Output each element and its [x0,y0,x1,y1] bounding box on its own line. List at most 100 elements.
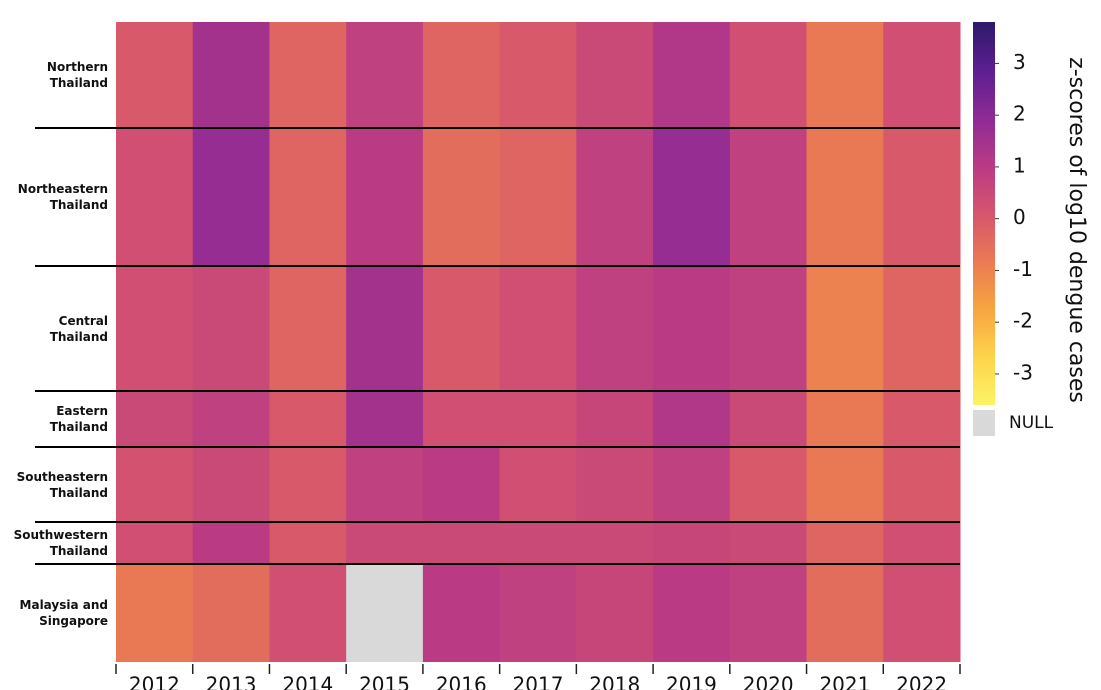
cell [499,22,577,128]
x-tick-label: 2018 [589,673,640,690]
cell [576,266,654,391]
cell [346,447,424,522]
cell [116,128,194,266]
cell [806,22,884,128]
cell [116,22,194,128]
cell [269,564,347,662]
row-label: Southeastern Thailand [16,469,108,500]
cell [192,22,270,128]
cell [116,391,194,447]
x-tick-label: 2013 [206,673,257,690]
cell [576,22,654,128]
x-tick-label: 2015 [359,673,410,690]
cell [653,447,731,522]
cell [346,391,424,447]
null-swatch [973,410,995,436]
cell [499,522,577,564]
row-label: Northern Thailand [46,60,108,90]
cell [883,266,961,391]
colorbar-tick-label: 2 [1013,102,1026,126]
cell [883,564,961,662]
cell [192,447,270,522]
cell [192,564,270,662]
cell [729,128,808,266]
cell [269,447,347,522]
x-tick-label: 2016 [436,673,487,690]
cell [499,564,577,662]
colorbar-tick-label: 1 [1013,153,1026,177]
cell [422,266,501,391]
x-tick-label: 2022 [896,673,947,690]
cell [883,22,961,128]
cell [653,522,731,564]
row-label: Central Thailand [49,313,108,344]
colorbar-tick-label: 0 [1013,205,1026,229]
cell [576,564,654,662]
cell [422,447,501,522]
cell [422,391,501,447]
row-label: Northeastern Thailand [17,182,108,212]
row-label: Eastern Thailand [49,404,108,434]
cell [653,564,731,662]
cell [499,447,577,522]
cell [499,391,577,447]
cell [499,128,577,266]
cell [192,522,270,564]
x-tick-label: 2012 [129,673,180,690]
colorbar-tick-label: -1 [1013,257,1033,281]
cell [422,564,501,662]
cell [346,22,424,128]
cell [653,22,731,128]
colorbar-tick-label: -2 [1013,309,1033,333]
cell [653,391,731,447]
cell [806,266,884,391]
cell [806,447,884,522]
cell [576,522,654,564]
cell [806,522,884,564]
cell [422,22,501,128]
cell [806,391,884,447]
row-label: Malaysia and Singapore [19,598,108,628]
cell [729,266,808,391]
cell [806,128,884,266]
cell [883,128,961,266]
row-label: Southwestern Thailand [13,528,108,558]
cell [116,447,194,522]
cell [729,564,808,662]
cell [729,447,808,522]
cell [346,128,424,266]
null-cell [346,564,424,662]
cell [116,564,194,662]
cell [269,22,347,128]
cell [192,266,270,391]
cell [346,522,424,564]
null-label: NULL [1009,413,1054,433]
cell [422,128,501,266]
colorbar-tick-label: 3 [1013,50,1026,74]
cell [269,266,347,391]
cell [422,522,501,564]
cell [269,391,347,447]
cell [576,128,654,266]
cell [576,391,654,447]
cell [729,22,808,128]
cell [729,391,808,447]
cell [346,266,424,391]
x-tick-label: 2017 [513,673,564,690]
colorbar [973,22,995,405]
x-tick-label: 2021 [819,673,870,690]
colorbar-tick-label: -3 [1013,360,1033,384]
cell [269,522,347,564]
cell [883,447,961,522]
cell [499,266,577,391]
cell [729,522,808,564]
x-tick-label: 2019 [666,673,717,690]
cell [192,391,270,447]
x-tick-label: 2020 [743,673,794,690]
cell [883,522,961,564]
cell [269,128,347,266]
cell [806,564,884,662]
cell [883,391,961,447]
